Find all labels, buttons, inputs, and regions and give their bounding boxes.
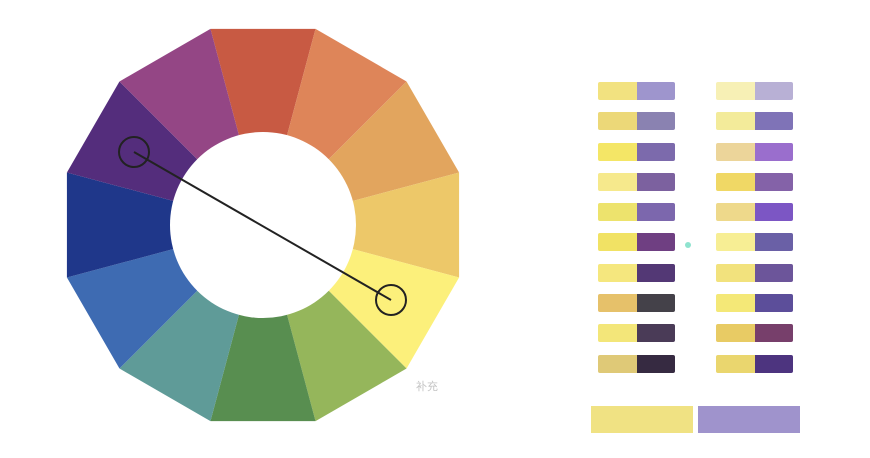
- palette-pair[interactable]: [716, 112, 793, 131]
- palette-swatch-warm[interactable]: [716, 112, 755, 131]
- palette-swatch-cool[interactable]: [636, 263, 675, 282]
- palette-swatch-cool[interactable]: [754, 172, 793, 191]
- palette-swatch-warm[interactable]: [716, 142, 755, 161]
- palette-swatch-cool[interactable]: [636, 324, 675, 343]
- palette-swatch-cool[interactable]: [754, 263, 793, 282]
- palette-swatch-cool[interactable]: [754, 233, 793, 252]
- palette-swatch-cool[interactable]: [636, 172, 675, 191]
- palette-swatch-cool[interactable]: [636, 82, 675, 100]
- palette-swatch-warm[interactable]: [598, 233, 637, 252]
- palette-swatch-warm[interactable]: [598, 172, 637, 191]
- palette-pair[interactable]: [598, 142, 675, 161]
- palette-swatch-warm[interactable]: [598, 112, 637, 131]
- result-swatch-complement[interactable]: [698, 406, 800, 433]
- palette-swatch-cool[interactable]: [636, 354, 675, 373]
- color-wheel-segment[interactable]: [210, 225, 316, 422]
- palette-pair[interactable]: [716, 354, 793, 373]
- palette-pair[interactable]: [598, 82, 675, 100]
- scheme-label: 补充: [416, 380, 438, 393]
- palette-swatch-warm[interactable]: [716, 233, 755, 252]
- palette-swatch-warm[interactable]: [598, 294, 637, 313]
- indicator-dot: [685, 242, 691, 248]
- color-wheel-center: [170, 132, 356, 318]
- palette-pair[interactable]: [716, 172, 793, 191]
- palette-swatch-cool[interactable]: [636, 203, 675, 222]
- palette-pair[interactable]: [598, 294, 675, 313]
- palette-swatch-cool[interactable]: [636, 233, 675, 252]
- palette-swatch-cool[interactable]: [636, 142, 675, 161]
- palette-swatch-warm[interactable]: [598, 142, 637, 161]
- palette-pair[interactable]: [598, 112, 675, 131]
- palette-swatch-warm[interactable]: [598, 82, 637, 100]
- palette-pair[interactable]: [716, 203, 793, 222]
- palette-swatch-warm[interactable]: [716, 172, 755, 191]
- palette-pair[interactable]: [716, 233, 793, 252]
- color-picker-handle-complement[interactable]: [375, 284, 407, 316]
- palette-swatch-warm[interactable]: [716, 354, 755, 373]
- palette-pair[interactable]: [598, 324, 675, 343]
- palette-swatch-warm[interactable]: [598, 263, 637, 282]
- color-wheel-segment[interactable]: [263, 172, 460, 278]
- color-wheel[interactable]: [0, 0, 530, 458]
- palette-swatch-cool[interactable]: [754, 203, 793, 222]
- palette-pair[interactable]: [716, 294, 793, 313]
- palette-swatch-warm[interactable]: [716, 294, 755, 313]
- palette-swatch-warm[interactable]: [716, 203, 755, 222]
- palette-swatch-cool[interactable]: [754, 354, 793, 373]
- palette-pair[interactable]: [598, 172, 675, 191]
- palette-swatch-warm[interactable]: [598, 324, 637, 343]
- palette-swatch-cool[interactable]: [636, 294, 675, 313]
- palette-column-right: [716, 82, 793, 385]
- palette-swatch-warm[interactable]: [716, 82, 755, 100]
- complement-connector-line: [133, 151, 392, 301]
- palette-pair[interactable]: [716, 82, 793, 100]
- palette-pair[interactable]: [598, 203, 675, 222]
- palette-swatch-cool[interactable]: [754, 142, 793, 161]
- palette-pair[interactable]: [716, 324, 793, 343]
- palette-pair[interactable]: [598, 233, 675, 252]
- palette-pair[interactable]: [598, 263, 675, 282]
- color-wheel-segment[interactable]: [210, 28, 316, 226]
- color-picker-handle-primary[interactable]: [118, 136, 150, 168]
- palette-column-left: [598, 82, 675, 385]
- palette-swatch-cool[interactable]: [754, 294, 793, 313]
- palette-swatch-warm[interactable]: [716, 263, 755, 282]
- palette-swatch-warm[interactable]: [598, 203, 637, 222]
- palette-swatch-warm[interactable]: [716, 324, 755, 343]
- palette-swatch-cool[interactable]: [754, 324, 793, 343]
- palette-swatch-warm[interactable]: [598, 354, 637, 373]
- result-swatch-primary[interactable]: [591, 406, 693, 433]
- palette-pair[interactable]: [716, 263, 793, 282]
- palette-swatch-cool[interactable]: [754, 82, 793, 100]
- color-wheel-segment[interactable]: [66, 172, 263, 278]
- palette-pair[interactable]: [716, 142, 793, 161]
- palette-swatch-cool[interactable]: [754, 112, 793, 131]
- palette-swatch-cool[interactable]: [636, 112, 675, 131]
- palette-pair[interactable]: [598, 354, 675, 373]
